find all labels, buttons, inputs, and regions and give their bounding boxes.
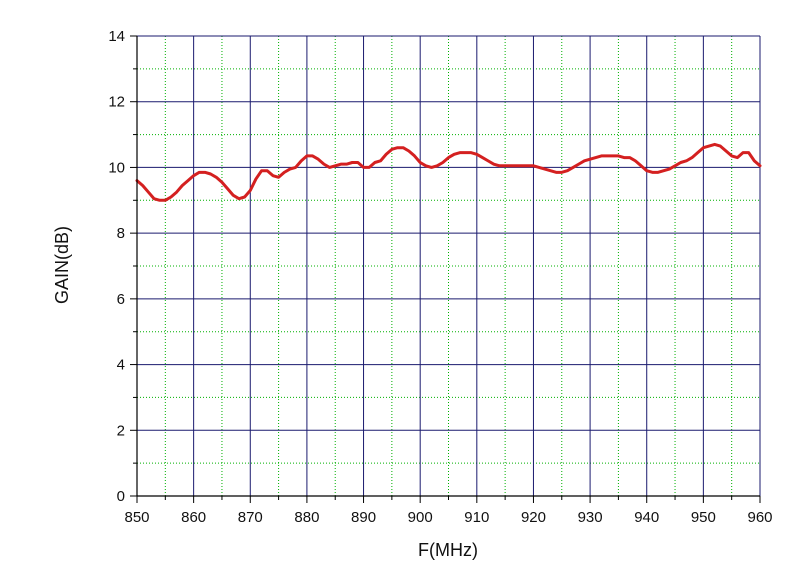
- x-tick-label: 940: [634, 509, 659, 526]
- y-tick-label: 4: [117, 357, 125, 374]
- y-tick-label: 12: [108, 94, 125, 111]
- x-tick-label: 860: [181, 509, 206, 526]
- x-tick-label: 930: [578, 509, 603, 526]
- x-tick-label: 910: [464, 509, 489, 526]
- y-tick-label: 0: [117, 488, 125, 505]
- x-tick-label: 890: [351, 509, 376, 526]
- series-layer: [135, 142, 762, 202]
- y-tick-labels: 0 2 4 6 8 10 12 14: [108, 28, 125, 505]
- y-tick-label: 6: [117, 291, 125, 308]
- x-tick-label: 920: [521, 509, 546, 526]
- minor-grid: [137, 36, 760, 496]
- x-tick-label: 900: [408, 509, 433, 526]
- y-tick-label: 2: [117, 422, 125, 439]
- x-tick-label: 850: [124, 509, 149, 526]
- axes: [130, 35, 761, 503]
- y-tick-label: 14: [108, 28, 125, 45]
- x-tick-labels: 850 860 870 880 890 900 910 920 930 940 950 960: [124, 509, 772, 526]
- y-axis-title: GAIN(dB): [52, 226, 72, 304]
- x-tick-label: 880: [294, 509, 319, 526]
- x-tick-label: 950: [691, 509, 716, 526]
- x-axis-title: F(MHz): [418, 540, 478, 560]
- y-tick-label: 10: [108, 159, 125, 176]
- x-tick-label: 870: [238, 509, 263, 526]
- x-tick-label: 960: [747, 509, 772, 526]
- gain-series-line: [135, 142, 762, 202]
- y-tick-label: 8: [117, 225, 125, 242]
